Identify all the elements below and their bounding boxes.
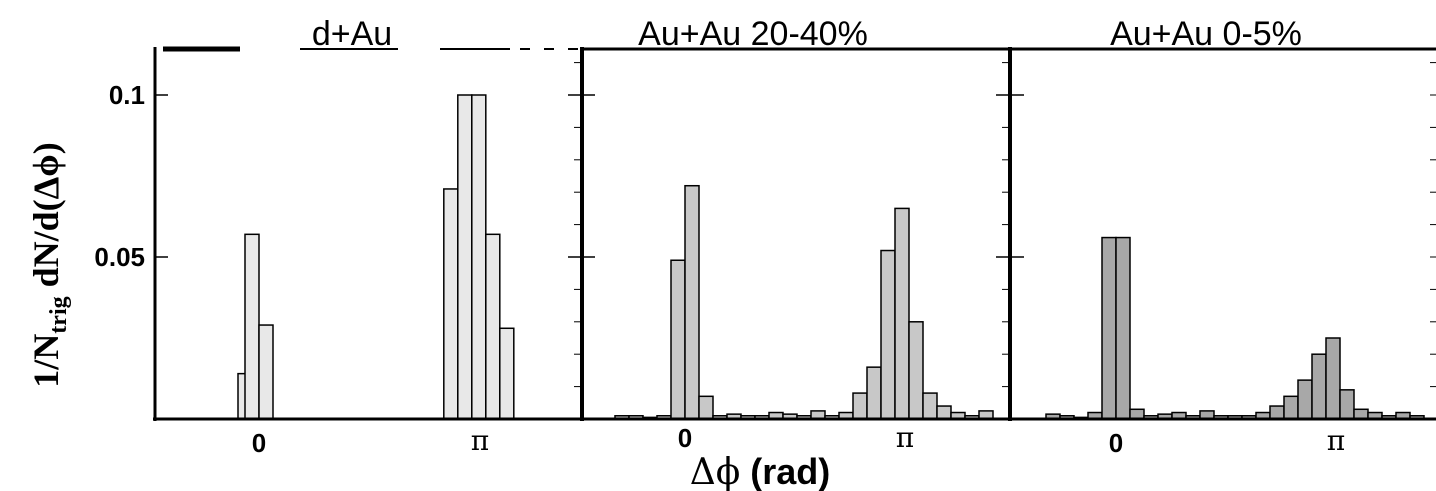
x-tick-label: π xyxy=(896,421,914,454)
histogram-bar xyxy=(1339,389,1355,420)
histogram-bar xyxy=(1283,395,1299,420)
x-label-symbol: Δϕ xyxy=(690,452,741,491)
y-label-sub: trig xyxy=(46,296,72,333)
histogram-bar xyxy=(908,321,924,420)
histogram-bar xyxy=(1269,405,1285,420)
histogram-bar xyxy=(698,395,714,420)
histogram-bar xyxy=(1325,337,1341,420)
histogram-bar xyxy=(457,94,473,420)
histogram-bar xyxy=(471,94,487,420)
histogram-bar xyxy=(894,207,910,420)
histogram-bar xyxy=(258,324,274,420)
histogram-bar xyxy=(922,392,938,420)
histogram-bar xyxy=(852,392,868,420)
y-axis-label: 1/Ntrig dN/d(Δϕ) xyxy=(26,142,72,387)
histogram-bar xyxy=(485,233,501,420)
x-tick-label: π xyxy=(1327,424,1345,457)
y-tick-label: 0.05 xyxy=(94,242,145,272)
x-tick-label: 0 xyxy=(1109,428,1123,458)
panel-title-auau-05: Au+Au 0-5% xyxy=(1110,15,1302,53)
histogram-bar xyxy=(1311,353,1327,420)
y-tick-label: 0.1 xyxy=(109,80,145,110)
x-label-text: (rad) xyxy=(740,451,830,491)
panel-auau-20-40 xyxy=(583,62,1008,420)
histogram-bar xyxy=(684,184,700,420)
x-tick-label: 0 xyxy=(252,428,266,458)
histogram-bar xyxy=(936,405,952,420)
histogram-bar xyxy=(1297,379,1313,420)
x-tick-label: 0 xyxy=(678,423,692,453)
histogram-bar xyxy=(866,366,882,420)
y-label-suffix: dN/d(Δϕ) xyxy=(26,142,66,296)
y-label-prefix: 1/N xyxy=(26,334,66,388)
x-axis-label: Δϕ (rad) xyxy=(690,451,831,491)
histogram-bar xyxy=(443,188,459,420)
x-tick-label: π xyxy=(471,424,489,457)
histogram-bar xyxy=(1101,236,1117,420)
panel-title-daau: d+Au xyxy=(312,15,392,53)
panel-title-auau-2040: Au+Au 20-40% xyxy=(638,15,868,53)
histogram-bar xyxy=(244,233,260,420)
panel-daau xyxy=(156,62,580,421)
histogram-bar xyxy=(670,259,686,420)
panel-auau-0-5 xyxy=(1012,62,1436,420)
histogram-bar xyxy=(499,327,515,420)
histogram-bar xyxy=(1115,236,1131,420)
histogram-bar xyxy=(880,249,896,420)
